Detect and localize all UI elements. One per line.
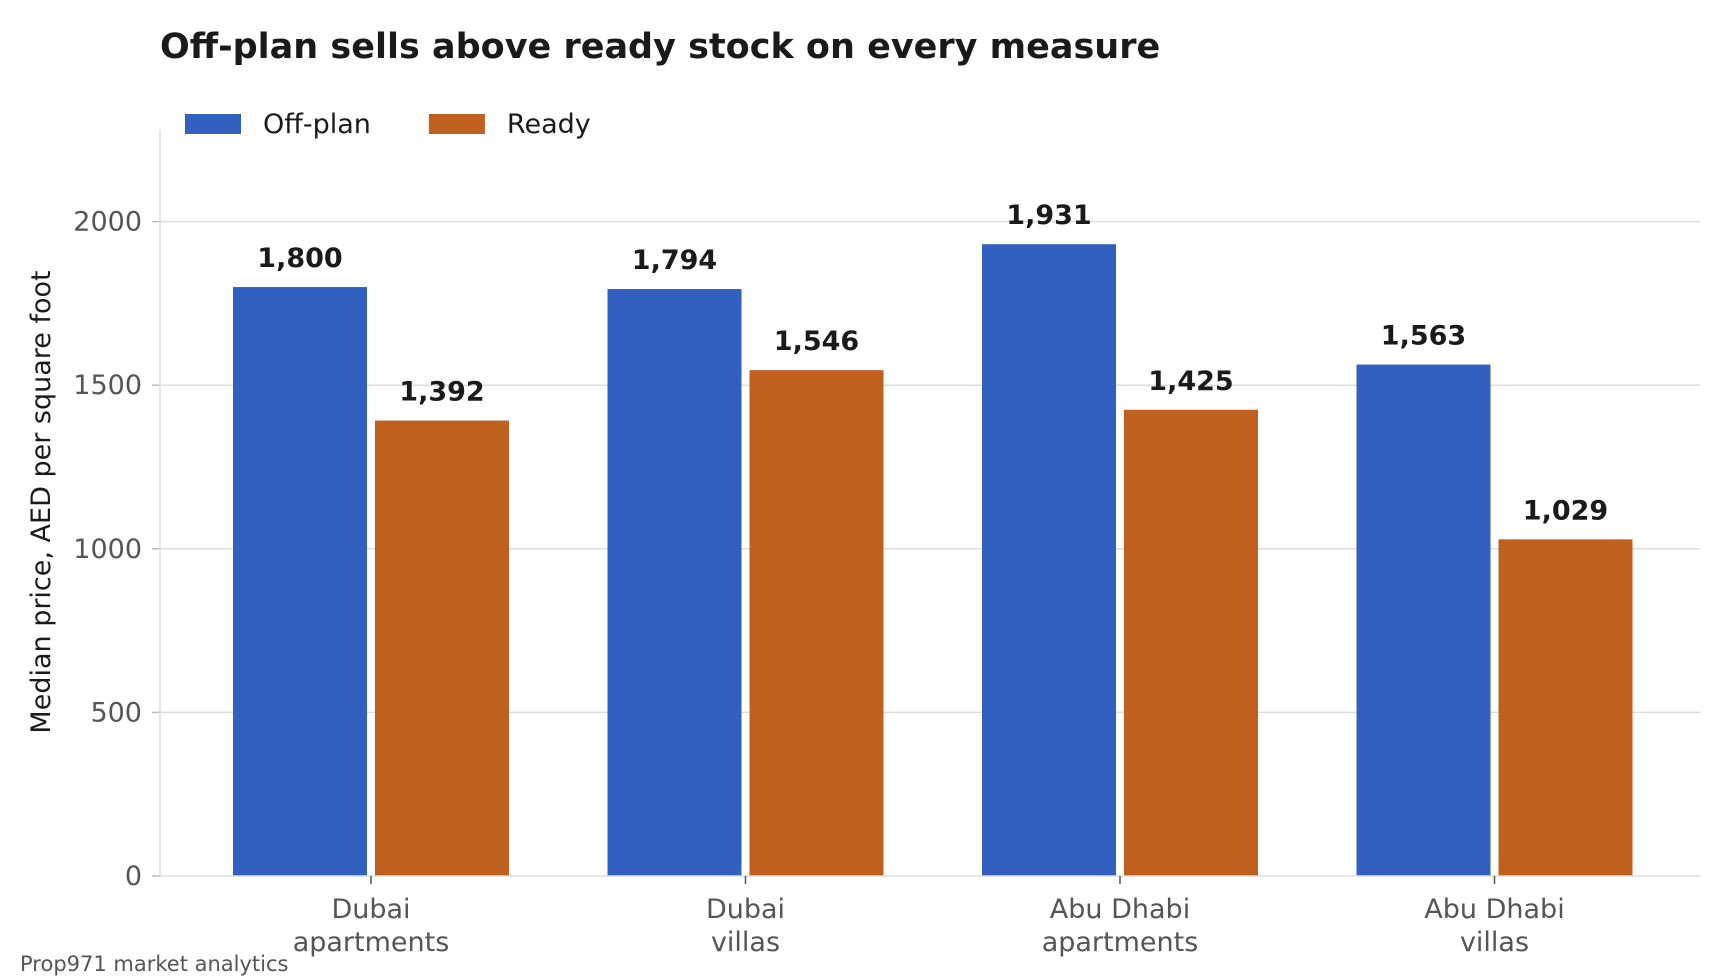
bar-ready xyxy=(749,370,884,876)
bar-ready xyxy=(1498,539,1633,876)
bars xyxy=(233,244,1633,877)
y-axis: 0 500 1000 1500 2000 xyxy=(73,130,161,892)
y-tick-label: 500 xyxy=(90,697,142,728)
x-tick-label: Abu Dhabi villas xyxy=(1424,894,1564,958)
bar-off-plan xyxy=(982,244,1116,876)
value-label: 1,392 xyxy=(399,377,484,408)
y-axis-label: Median price, AED per square foot xyxy=(26,270,57,733)
value-label: 1,563 xyxy=(1381,321,1466,352)
x-tick-label-line: Abu Dhabi xyxy=(1424,894,1564,925)
bar-off-plan xyxy=(233,287,367,877)
legend: Off-plan Ready xyxy=(185,109,591,140)
legend-label: Off-plan xyxy=(263,109,371,140)
x-tick-label: Dubai apartments xyxy=(293,894,450,958)
y-tick-label: 0 xyxy=(125,861,142,892)
x-tick-label-line: Dubai xyxy=(331,894,410,925)
value-label: 1,800 xyxy=(257,243,342,274)
x-tick-label-line: apartments xyxy=(293,927,450,958)
bar-ready xyxy=(375,420,509,876)
x-tick-label-line: apartments xyxy=(1042,927,1199,958)
value-label: 1,029 xyxy=(1523,495,1608,526)
bar-ready xyxy=(1124,409,1258,876)
legend-swatch xyxy=(185,114,241,134)
value-label: 1,794 xyxy=(632,245,717,276)
bar-off-plan xyxy=(607,289,742,877)
legend-label: Ready xyxy=(507,109,591,140)
x-tick-label-line: Dubai xyxy=(706,894,785,925)
chart-title: Off-plan sells above ready stock on ever… xyxy=(160,27,1160,67)
x-tick-label-line: Abu Dhabi xyxy=(1050,894,1190,925)
x-tick-label: Abu Dhabi apartments xyxy=(1042,894,1199,958)
bar-off-plan xyxy=(1356,364,1491,876)
y-tick-label: 1000 xyxy=(73,534,142,565)
source-note: Prop971 market analytics xyxy=(20,952,288,976)
y-tick-label: 2000 xyxy=(73,207,142,238)
legend-swatch xyxy=(428,114,485,134)
value-label: 1,931 xyxy=(1006,200,1091,231)
y-tick-label: 1500 xyxy=(73,370,142,401)
value-label: 1,546 xyxy=(774,326,859,357)
value-label: 1,425 xyxy=(1148,366,1233,397)
x-tick-label-line: villas xyxy=(711,927,780,958)
value-labels: 1,800 1,392 1,794 1,546 1,931 1,425 1,563 1,029 xyxy=(257,200,1608,526)
x-tick-label-line: villas xyxy=(1460,927,1529,958)
x-tick-label: Dubai villas xyxy=(706,894,785,958)
